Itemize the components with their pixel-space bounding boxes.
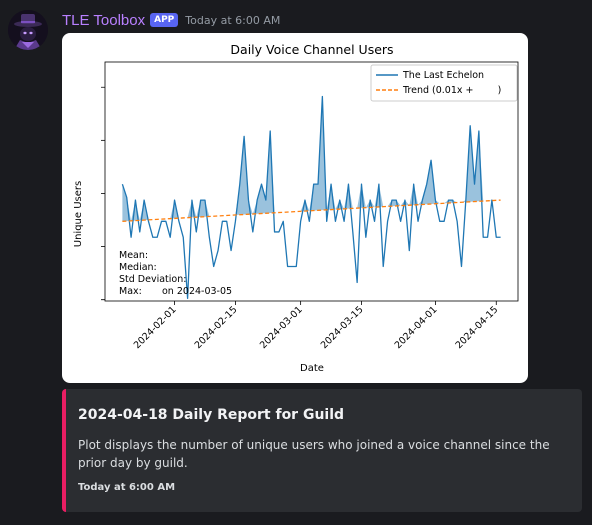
x-tick-label: 2024-04-15	[454, 304, 501, 351]
app-badge: APP	[150, 13, 179, 27]
legend-series-label: The Last Echelon	[402, 70, 484, 81]
series-line-the-last-echelon	[121, 95, 501, 299]
chart-image-attachment[interactable]: Daily Voice Channel Users 2024-02-01 2024…	[62, 33, 528, 383]
chart-legend: The Last Echelon Trend (0.01x + )	[370, 64, 518, 102]
message-header: TLE Toolbox APP Today at 6:00 AM	[62, 9, 280, 31]
stat-median-label: Median:	[119, 262, 157, 273]
embed-title: 2024-04-18 Daily Report for Guild	[78, 407, 345, 423]
x-tick-label: 2024-04-01	[393, 304, 440, 351]
chart-ylabel: Unique Users	[73, 181, 84, 247]
bot-avatar[interactable]	[8, 10, 48, 50]
detective-hat-avatar-icon	[8, 10, 48, 50]
chart-title: Daily Voice Channel Users	[230, 42, 393, 57]
bot-username[interactable]: TLE Toolbox	[62, 11, 146, 29]
voice-users-chart: Daily Voice Channel Users 2024-02-01 2024…	[73, 42, 519, 374]
stats-annotation: Mean: Median: Std Deviation: Max: on 202…	[119, 250, 232, 297]
x-tick-label: 2024-02-15	[193, 304, 240, 351]
x-tick-label: 2024-02-01	[132, 304, 179, 351]
report-embed: 2024-04-18 Daily Report for Guild Plot d…	[62, 389, 582, 512]
stat-max-date: on 2024-03-05	[162, 286, 232, 297]
stat-mean-label: Mean:	[119, 250, 148, 261]
x-tick-label: 2024-03-15	[319, 304, 366, 351]
axes-frame	[104, 61, 519, 302]
x-tick-label: 2024-03-01	[258, 304, 305, 351]
embed-footer-timestamp: Today at 6:00 AM	[78, 482, 176, 493]
plot-area: 2024-02-01 2024-02-15 2024-03-01 2024-03-15…	[101, 61, 519, 351]
stat-std-label: Std Deviation:	[119, 274, 186, 285]
embed-description: Plot displays the number of unique users…	[78, 438, 550, 470]
legend-trend-label: Trend (0.01x + )	[402, 85, 501, 96]
chart-xlabel: Date	[300, 363, 324, 374]
trend-line	[122, 199, 501, 222]
stat-max-label: Max:	[119, 286, 142, 297]
message-timestamp: Today at 6:00 AM	[185, 13, 281, 27]
